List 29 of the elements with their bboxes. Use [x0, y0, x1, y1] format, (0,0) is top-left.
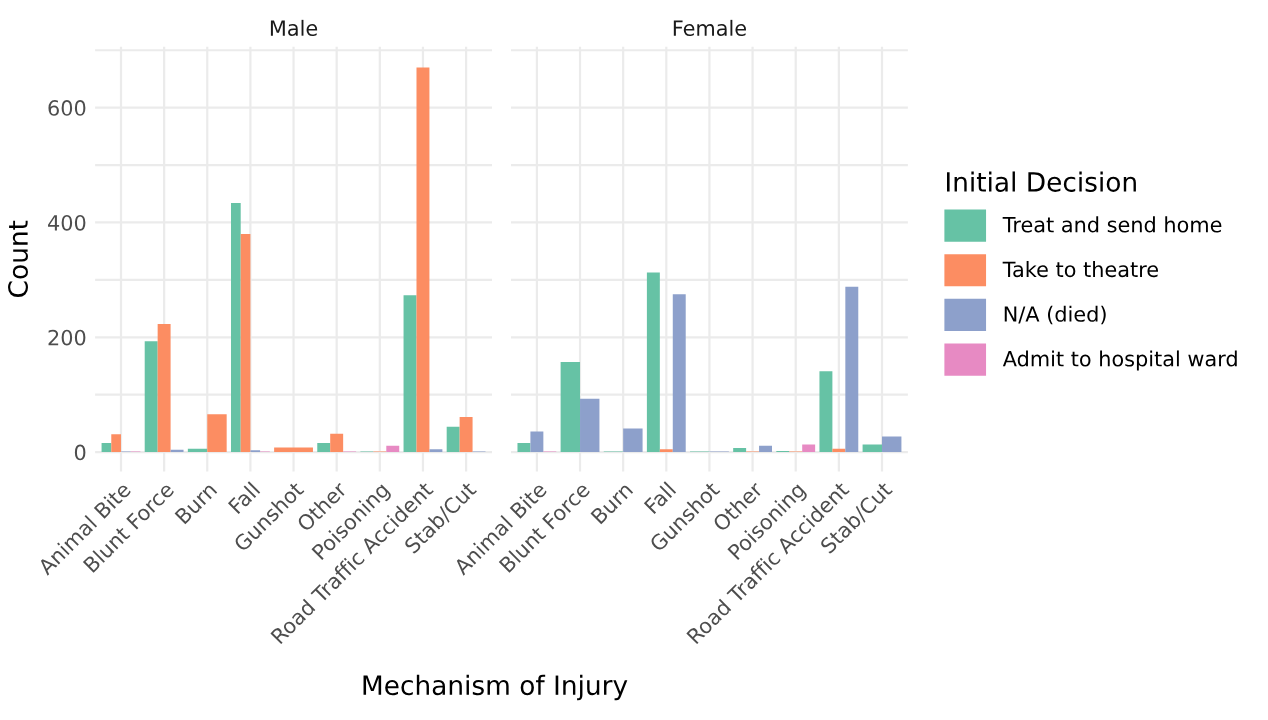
y-tick-label: 200 [48, 329, 86, 346]
y-axis-title: Count [8, 220, 28, 297]
bar [144, 341, 158, 453]
x-axis-title: Mechanism of Injury [363, 674, 628, 701]
y-tick-label: 400 [48, 214, 86, 231]
bar [517, 442, 531, 453]
bar [819, 371, 833, 453]
bar [646, 272, 660, 453]
bar [330, 433, 344, 453]
bar [429, 449, 443, 453]
chart-title: Female [673, 19, 746, 36]
legend-label: Take to theatre [1002, 261, 1158, 278]
bar [802, 444, 816, 453]
bar [733, 448, 747, 453]
y-tick-label: 600 [48, 100, 86, 116]
bar [459, 417, 473, 453]
legend-label: Admit to hospital ward [1002, 350, 1237, 371]
legend-label: Treat and send home [1002, 216, 1222, 233]
bar [403, 295, 417, 453]
bar [157, 324, 171, 453]
bar [386, 445, 400, 453]
chart-title: Male [270, 19, 318, 36]
bar [416, 67, 430, 453]
y-tick-label: 0 [74, 444, 86, 461]
bar [446, 426, 460, 453]
legend-title: Initial Decision [946, 171, 1136, 192]
legend-label: N/A (died) [1004, 305, 1106, 325]
bar [659, 449, 673, 453]
bar [317, 442, 331, 453]
